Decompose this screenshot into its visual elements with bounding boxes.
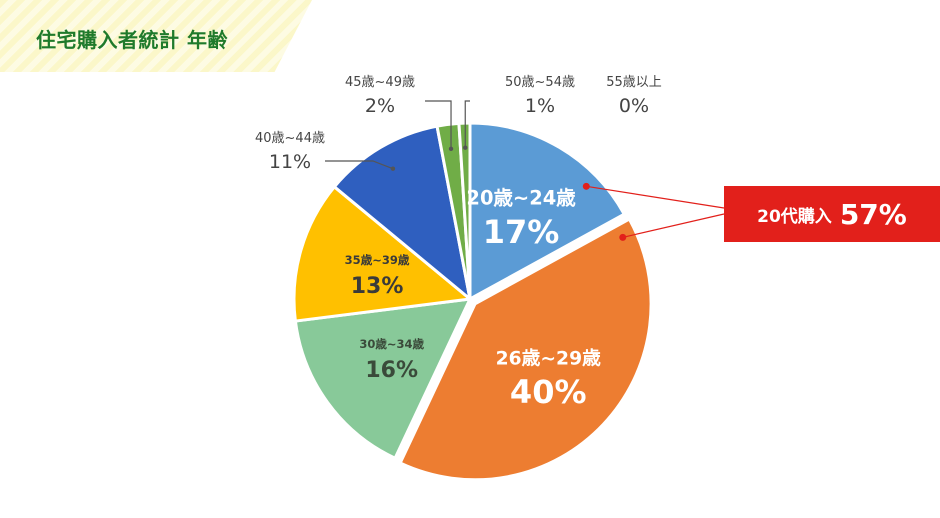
callout-dot-20-24 (582, 182, 590, 190)
outside-label-55: 55歳以上 (606, 75, 662, 90)
pie-slice-35-39 (292, 185, 472, 323)
leader-dot-45-49 (448, 146, 454, 152)
twenties-callout-box: 20代購入 57% (724, 186, 940, 242)
callout-line-20-24 (586, 185, 725, 209)
leader-line-40-44 (325, 160, 394, 170)
callout-dot-26-29 (619, 233, 627, 241)
outside-label-40-44: 40歳~44歳 (255, 131, 325, 146)
leader-lines (325, 100, 725, 241)
pie-slice-20-24 (468, 121, 626, 301)
slice-label-20-24: 20歳~24歳 (466, 187, 576, 210)
slice-label-35-39: 35歳~39歳 (345, 253, 410, 267)
callout-label: 20代購入 (757, 206, 832, 227)
pie-slice-26-29 (398, 217, 653, 482)
leader-dot-40-44 (390, 166, 396, 171)
outside-label-45-49: 45歳~49歳 (345, 75, 415, 90)
pie-slice-30-34 (293, 297, 472, 460)
slice-value-20-24: 17% (483, 213, 560, 251)
pie-slice-50-54 (457, 121, 472, 301)
callout-value: 57% (839, 197, 907, 231)
slice-labels: 20歳~24歳 17% 26歳~29歳 40% 30歳~34歳 16% 35歳~39歳 13%… (255, 75, 662, 411)
outside-value-50-54: 1% (525, 95, 555, 117)
pie-slice-40-44 (332, 124, 472, 301)
outside-value-45-49: 2% (365, 95, 395, 117)
slice-label-30-34: 30歳~34歳 (359, 337, 424, 351)
slice-label-26-29: 26歳~29歳 (496, 348, 601, 369)
title-banner (0, 0, 312, 72)
outside-value-40-44: 11% (269, 151, 311, 173)
pie-slices (292, 121, 653, 482)
outside-value-55: 0% (619, 95, 649, 117)
leader-dot-50-54 (463, 145, 468, 150)
slice-value-30-34: 16% (365, 358, 418, 383)
callout-line-26-29 (622, 213, 725, 238)
outside-label-50-54: 50歳~54歳 (505, 75, 575, 90)
chart-title: 住宅購入者統計 年齢 (36, 28, 228, 52)
slice-value-26-29: 40% (510, 373, 587, 411)
slice-value-35-39: 13% (351, 274, 404, 299)
leader-line-50-54 (464, 100, 470, 148)
leader-line-45-49 (425, 100, 452, 149)
